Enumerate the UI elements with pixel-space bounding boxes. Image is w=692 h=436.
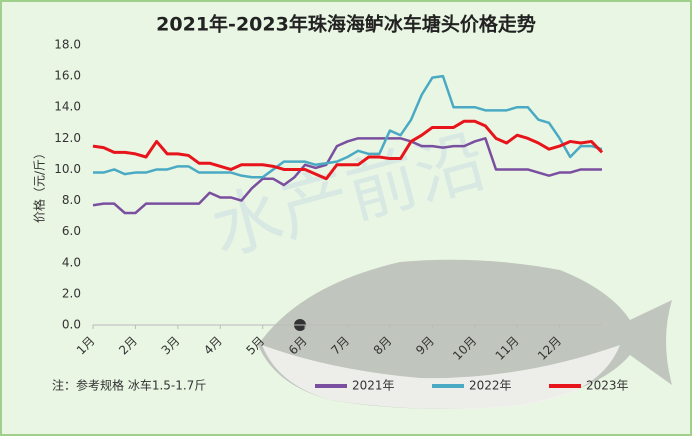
y-tick-label: 8.0 xyxy=(62,193,81,207)
y-axis-label: 价格（元/斤） xyxy=(32,147,47,223)
legend-label: 2021年 xyxy=(352,379,395,393)
y-tick-label: 14.0 xyxy=(54,100,81,114)
chart-title: 2021年-2023年珠海海鲈冰车塘头价格走势 xyxy=(156,13,536,36)
y-tick-label: 16.0 xyxy=(54,69,81,83)
fish xyxy=(258,259,672,409)
note: 注：参考规格 冰车1.5-1.7斤 xyxy=(52,378,206,393)
y-tick-label: 10.0 xyxy=(54,162,81,176)
y-tick-label: 12.0 xyxy=(54,131,81,145)
y-tick-label: 6.0 xyxy=(62,224,81,238)
y-tick-label: 4.0 xyxy=(62,255,81,269)
series-line xyxy=(92,137,602,215)
legend-label: 2022年 xyxy=(469,379,512,393)
legend-label: 2023年 xyxy=(586,379,629,393)
y-tick-label: 2.0 xyxy=(62,286,81,300)
y-tick-label: 0.0 xyxy=(62,318,81,332)
series-line xyxy=(93,74,603,179)
y-tick-label: 18.0 xyxy=(54,38,81,52)
series-line xyxy=(92,119,604,181)
